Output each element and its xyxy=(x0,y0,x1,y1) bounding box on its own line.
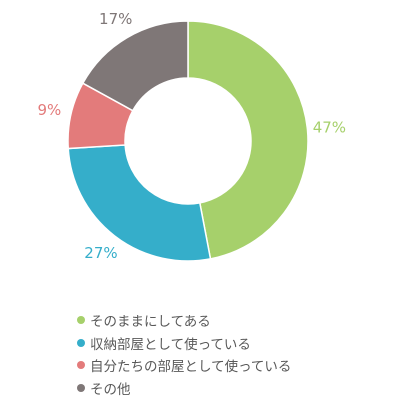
value-label-storage-room: 27% xyxy=(84,244,117,262)
donut-slice-leave-as-is xyxy=(187,20,309,260)
value-label-leave-as-is: 47% xyxy=(313,119,346,137)
legend-label: その他 xyxy=(90,381,131,398)
legend-item-storage-room: 収納部屋として使っている xyxy=(77,332,291,355)
legend-dot-icon xyxy=(77,338,85,347)
donut-value-labels: 47% 27% 9% 17% xyxy=(38,10,347,262)
value-label-own-room: 9% xyxy=(38,101,62,119)
chart-legend: そのままにしてある 収納部屋として使っている 自分たちの部屋として使っている そ… xyxy=(77,309,291,399)
legend-label: 自分たちの部屋として使っている xyxy=(90,359,292,376)
donut-slices xyxy=(67,20,309,262)
legend-label: 収納部屋として使っている xyxy=(90,336,251,353)
donut-slice-other xyxy=(81,20,189,112)
legend-item-leave-as-is: そのままにしてある xyxy=(77,309,291,332)
legend-dot-icon xyxy=(77,383,85,392)
legend-label: そのままにしてある xyxy=(90,314,211,331)
value-label-other: 17% xyxy=(99,10,132,28)
legend-item-other: その他 xyxy=(77,377,291,400)
legend-dot-icon xyxy=(77,316,85,325)
legend-item-own-room: 自分たちの部屋として使っている xyxy=(77,354,291,377)
donut-slice-storage-room xyxy=(67,144,212,262)
legend-dot-icon xyxy=(77,361,85,370)
